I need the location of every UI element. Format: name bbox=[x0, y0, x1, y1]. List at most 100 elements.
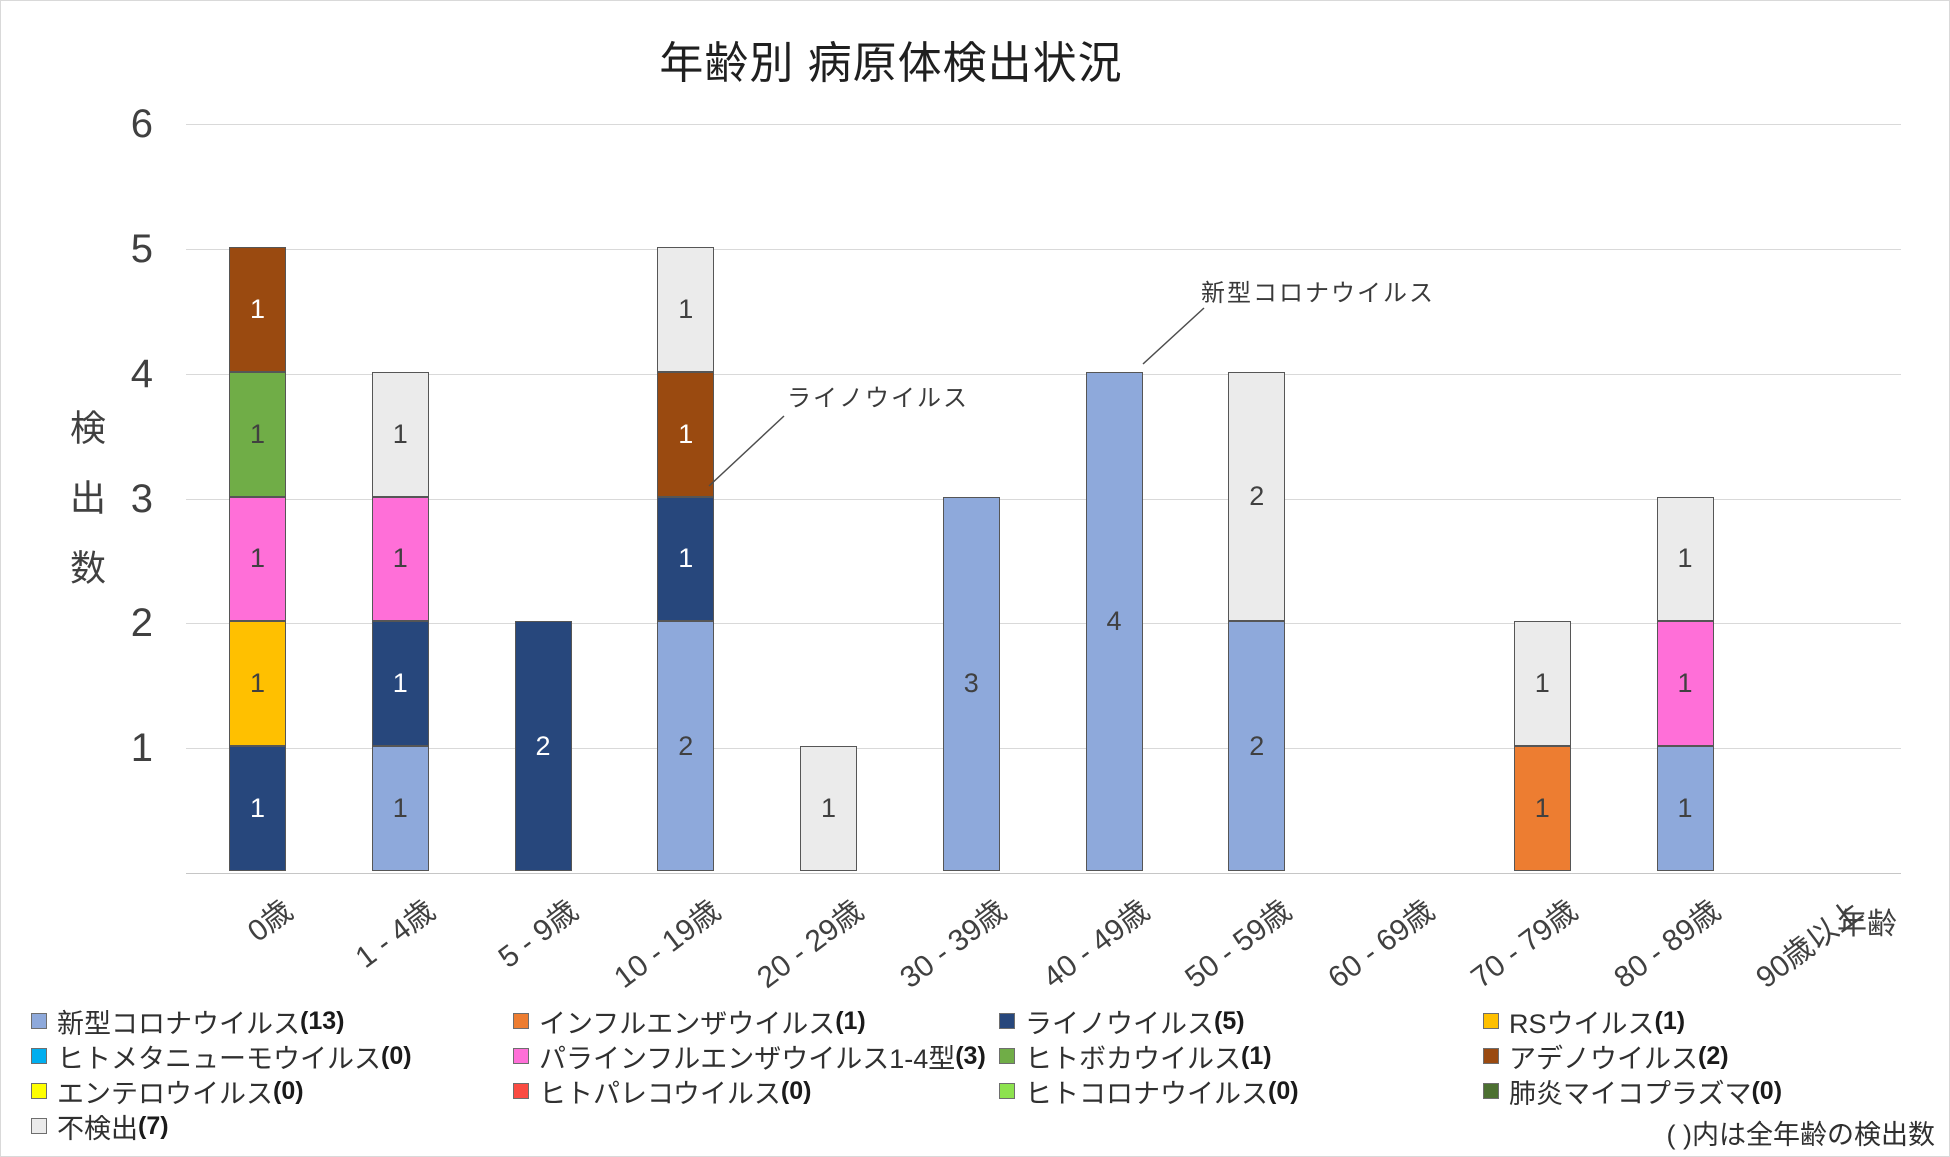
bar-segment-value: 1 bbox=[249, 418, 266, 449]
bar-segment: 2 bbox=[657, 621, 715, 871]
bar-segment-value: 3 bbox=[963, 668, 979, 699]
legend-series-count: (1) bbox=[1241, 1041, 1272, 1070]
y-tick-label: 2 bbox=[130, 601, 153, 646]
bar-segment: 2 bbox=[514, 621, 572, 871]
x-axis-title: 年齢 bbox=[1837, 908, 1897, 941]
legend-series-name: ヒトメタニューモウイルス bbox=[57, 1043, 381, 1074]
legend-item: ヒトボカウイルス (1) bbox=[999, 1039, 1272, 1074]
bar-segment: 1 bbox=[1656, 621, 1714, 747]
legend-series-name: インフルエンザウイルス bbox=[539, 1008, 836, 1039]
legend-swatch-icon bbox=[999, 1013, 1015, 1029]
bar-segment-value: 2 bbox=[1249, 481, 1265, 512]
bar-segment: 1 bbox=[229, 621, 286, 747]
bar-segment-value: 4 bbox=[1106, 605, 1122, 636]
legend-item: アデノウイルス (2) bbox=[1483, 1039, 1729, 1074]
legend-swatch-icon bbox=[513, 1083, 529, 1099]
bar-segment: 2 bbox=[1228, 371, 1286, 622]
x-tick-label: 1 - 4歳 bbox=[349, 894, 442, 975]
bar-segment: 1 bbox=[657, 496, 715, 622]
bar-segment-value: 1 bbox=[392, 668, 408, 699]
bar-segment: 1 bbox=[657, 246, 715, 372]
bar-segment: 1 bbox=[229, 496, 286, 622]
gridline bbox=[186, 248, 1901, 250]
legend-series-name: 肺炎マイコプラズマ bbox=[1509, 1078, 1752, 1109]
bar-segment: 1 bbox=[800, 746, 857, 871]
legend-item: 不検出 (7) bbox=[31, 1109, 169, 1144]
bar-segment: 4 bbox=[1085, 371, 1143, 871]
legend-swatch-icon bbox=[1483, 1083, 1499, 1099]
gridline bbox=[186, 748, 1901, 750]
legend-item: ヒトメタニューモウイルス (0) bbox=[31, 1039, 412, 1074]
legend-swatch-icon bbox=[31, 1048, 47, 1064]
y-tick-label: 6 bbox=[130, 102, 153, 146]
legend-series-count: (1) bbox=[1654, 1006, 1686, 1035]
legend-series-name: エンテロウイルス bbox=[57, 1078, 273, 1109]
y-tick-label: 3 bbox=[130, 476, 153, 521]
legend-series-count: (3) bbox=[955, 1041, 986, 1070]
rhino-leader-line bbox=[708, 415, 785, 487]
legend-series-name: アデノウイルス bbox=[1509, 1043, 1698, 1074]
legend-swatch-icon bbox=[1483, 1013, 1499, 1029]
legend-swatch-icon bbox=[999, 1048, 1015, 1064]
x-axis-line bbox=[186, 873, 1901, 874]
x-tick-label: 0歳 bbox=[241, 894, 299, 949]
legend-series-name: ヒトパレコウイルス bbox=[539, 1078, 781, 1109]
legend-series-count: (1) bbox=[835, 1006, 866, 1035]
legend-series-count: (0) bbox=[1751, 1076, 1783, 1105]
bar-segment-value: 1 bbox=[1677, 668, 1693, 699]
legend-item: ライノウイルス (5) bbox=[999, 1004, 1245, 1039]
bar-segment-value: 1 bbox=[249, 668, 266, 699]
bar-segment: 1 bbox=[229, 371, 286, 497]
bar-segment-value: 1 bbox=[1534, 668, 1550, 699]
x-tick-label: 5 - 9歳 bbox=[492, 894, 585, 975]
legend-series-count: (0) bbox=[381, 1041, 412, 1070]
legend-item: パラインフルエンザウイルス1-4型 (3) bbox=[513, 1039, 986, 1074]
bar-segment-value: 1 bbox=[1534, 793, 1550, 824]
bar-segment-value: 1 bbox=[249, 543, 266, 574]
legend-item: RSウイルス (1) bbox=[1483, 1004, 1686, 1039]
legend-swatch-icon bbox=[1483, 1048, 1499, 1064]
legend-item: 肺炎マイコプラズマ (0) bbox=[1483, 1074, 1783, 1109]
legend-series-count: (0) bbox=[780, 1076, 812, 1105]
bar-segment-value: 2 bbox=[1249, 730, 1265, 761]
bar-segment: 1 bbox=[1656, 496, 1714, 622]
bar-segment: 1 bbox=[371, 621, 429, 747]
legend-swatch-icon bbox=[31, 1118, 47, 1134]
bar-segment-value: 1 bbox=[249, 293, 266, 324]
legend-series-count: (0) bbox=[273, 1076, 304, 1105]
x-tick-label: 10 - 19歳 bbox=[608, 894, 728, 995]
gridline bbox=[186, 373, 1901, 375]
legend-swatch-icon bbox=[999, 1083, 1015, 1099]
legend-series-name: パラインフルエンザウイルス1-4型 bbox=[539, 1043, 956, 1074]
bar-segment: 1 bbox=[229, 246, 286, 372]
legend-item: ヒトパレコウイルス (0) bbox=[513, 1074, 812, 1109]
legend-series-name: ライノウイルス bbox=[1025, 1008, 1214, 1039]
x-tick-label: 30 - 39歳 bbox=[894, 894, 1013, 995]
legend-series-name: 新型コロナウイルス bbox=[57, 1008, 300, 1039]
legend-series-count: (7) bbox=[138, 1111, 169, 1140]
legend-item: ヒトコロナウイルス (0) bbox=[999, 1074, 1299, 1109]
bar-segment: 1 bbox=[1513, 621, 1571, 747]
bar-segment-value: 1 bbox=[392, 418, 408, 449]
legend-series-name: RSウイルス bbox=[1509, 1008, 1655, 1039]
x-tick-label: 60 - 69歳 bbox=[1322, 894, 1441, 995]
bar-segment-value: 1 bbox=[1677, 543, 1693, 574]
gridline bbox=[186, 124, 1901, 125]
bar-segment-value: 1 bbox=[678, 418, 694, 449]
covid-leader-line bbox=[1142, 307, 1205, 365]
bar-segment: 1 bbox=[371, 746, 429, 871]
legend-item: 新型コロナウイルス (13) bbox=[31, 1004, 345, 1039]
legend-swatch-icon bbox=[513, 1013, 529, 1029]
bar-segment: 1 bbox=[1513, 746, 1571, 871]
bar-segment-value: 1 bbox=[678, 543, 694, 574]
legend-series-count: (13) bbox=[300, 1006, 345, 1035]
legend-note: ( )内は全年齢の検出数 bbox=[1666, 1120, 1935, 1150]
chart-title: 年齢別 病原体検出状況 bbox=[659, 39, 1123, 88]
bar-segment: 1 bbox=[1656, 746, 1714, 871]
bar-segment-value: 1 bbox=[1677, 793, 1693, 824]
y-tick-label: 5 bbox=[130, 226, 153, 271]
bar-segment-value: 1 bbox=[392, 793, 408, 824]
legend-swatch-icon bbox=[31, 1013, 47, 1029]
x-tick-label: 40 - 49歳 bbox=[1036, 894, 1156, 995]
bar-segment: 1 bbox=[371, 371, 429, 497]
